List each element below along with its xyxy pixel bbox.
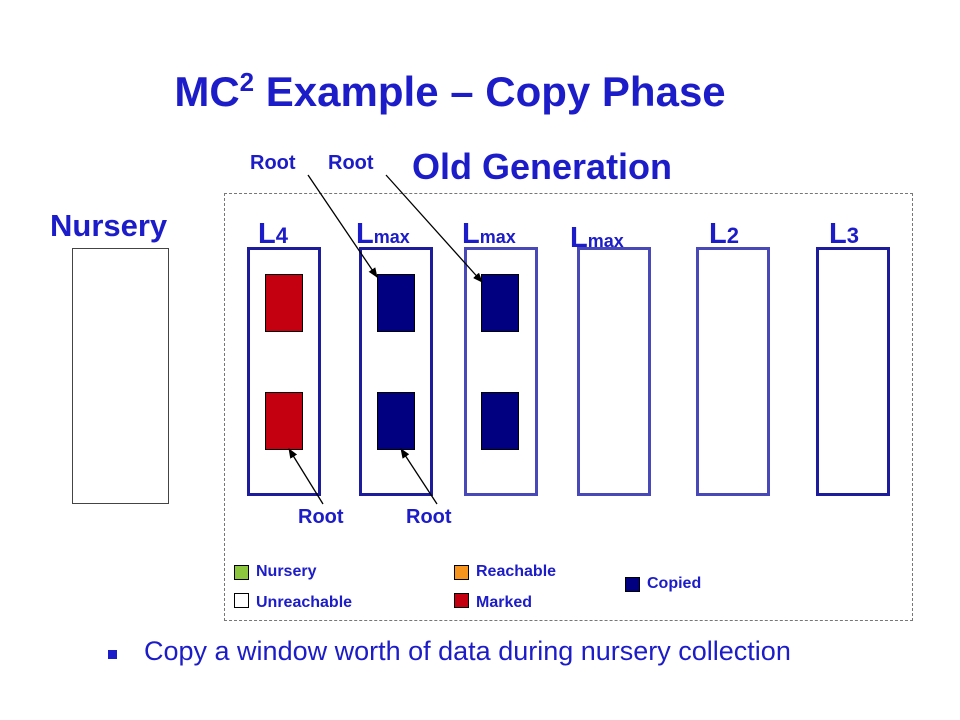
legend-swatch-copied	[625, 577, 640, 592]
legend-swatch-marked	[454, 593, 469, 608]
column-l2	[696, 247, 770, 496]
column-label-l2: L2	[709, 218, 739, 250]
copied-block	[481, 392, 519, 450]
column-label-l3: L3	[829, 218, 859, 250]
legend-nursery: Nursery	[256, 563, 317, 580]
title-rest: Example – Copy Phase	[254, 68, 726, 115]
root-arrow	[400, 448, 438, 505]
bullet-text: Copy a window worth of data during nurse…	[144, 636, 791, 666]
copied-block	[377, 274, 415, 332]
root-label-bottom-2: Root	[406, 506, 452, 528]
legend-reachable: Reachable	[476, 563, 557, 580]
column-label-lmax-3: Lmax	[570, 222, 624, 254]
root-arrow	[307, 174, 378, 278]
legend-marked: Marked	[476, 594, 533, 611]
legend-swatch-reachable	[454, 565, 469, 580]
column-label-l4: L4	[258, 218, 288, 250]
marked-block	[265, 392, 303, 450]
marked-block	[265, 274, 303, 332]
column-lmax-3	[577, 247, 651, 496]
legend-copied: Copied	[647, 575, 702, 592]
nursery-box	[72, 248, 169, 504]
legend-swatch-nursery	[234, 565, 249, 580]
title-main: MC	[174, 68, 240, 115]
root-arrow	[288, 448, 324, 505]
legend-swatch-unreachable	[234, 593, 249, 608]
legend-unreachable: Unreachable	[256, 594, 353, 611]
root-arrow	[385, 174, 483, 283]
title-superscript: 2	[239, 67, 255, 97]
root-label-top-1: Root	[250, 152, 296, 174]
bullet-marker	[108, 650, 117, 659]
copied-block	[377, 392, 415, 450]
old-generation-label: Old Generation	[412, 146, 673, 187]
old-generation-region	[224, 193, 913, 621]
root-label-top-2: Root	[328, 152, 374, 174]
column-label-lmax-2: Lmax	[462, 218, 516, 250]
slide-title: MC2 Example – Copy Phase	[0, 68, 900, 116]
copied-block	[481, 274, 519, 332]
root-label-bottom-1: Root	[298, 506, 344, 528]
column-label-lmax-1: Lmax	[356, 218, 410, 250]
column-l3	[816, 247, 890, 496]
nursery-label: Nursery	[50, 208, 168, 243]
